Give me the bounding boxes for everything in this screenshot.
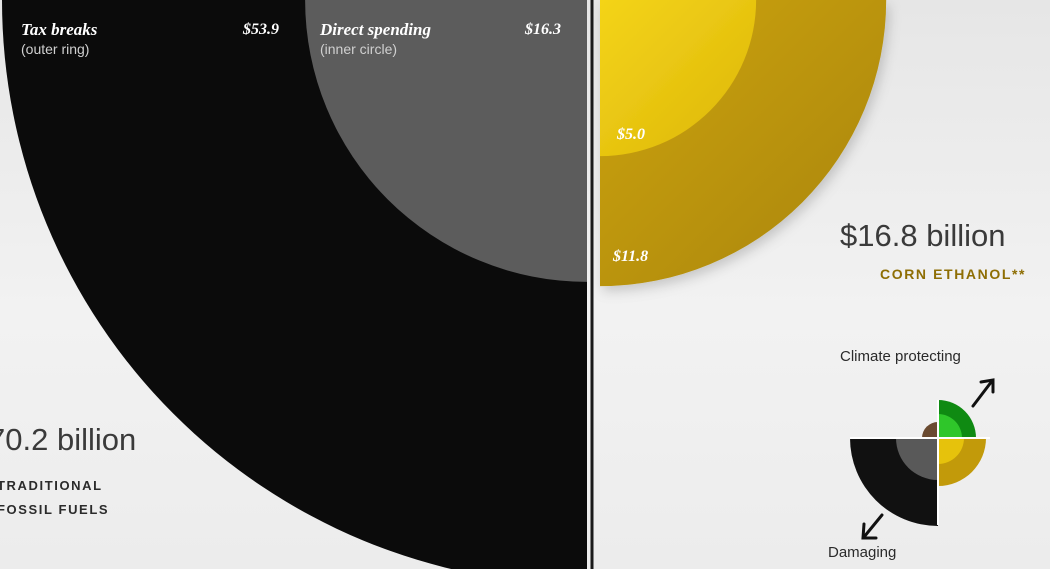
up-arrow-icon	[971, 378, 995, 408]
ethanol-direct-spending-value: $5.0	[617, 126, 645, 143]
legend-tax-breaks-sublabel: (outer ring)	[21, 41, 90, 57]
key-icon-group	[850, 400, 990, 526]
fossil-direct-spending-circle	[305, 0, 587, 282]
down-arrow-icon	[861, 513, 884, 540]
ethanol-category-label: CORN ETHANOL**	[880, 266, 1027, 282]
ethanol-direct-spending-circle	[600, 0, 757, 157]
legend-tax-breaks-value: $53.9	[243, 21, 279, 38]
key-damaging-gray-quarter	[896, 438, 938, 480]
key-climate-green-inner	[938, 414, 962, 438]
key-bottom-label: Damaging	[828, 544, 897, 561]
key-brown-quarter	[922, 422, 938, 438]
key-gold-inner	[938, 438, 964, 464]
legend-direct-spending-sublabel: (inner circle)	[320, 41, 398, 57]
fossil-category-line-2: FOSSIL FUELS	[0, 502, 110, 517]
ethanol-chart	[600, 0, 887, 287]
legend-direct-spending-label: Direct spending	[320, 20, 431, 39]
fossil-category-line-1: TRADITIONAL	[0, 478, 103, 493]
ethanol-total-label: $16.8 billion	[840, 218, 1006, 253]
key-top-label: Climate protecting	[840, 348, 961, 365]
ethanol-tax-breaks-value: $11.8	[613, 248, 649, 265]
legend-tax-breaks-label: Tax breaks	[21, 20, 98, 39]
fossil-total-label: 70.2 billion	[0, 422, 137, 457]
legend-direct-spending-value: $16.3	[525, 21, 561, 38]
fossil-chart	[2, 0, 587, 569]
